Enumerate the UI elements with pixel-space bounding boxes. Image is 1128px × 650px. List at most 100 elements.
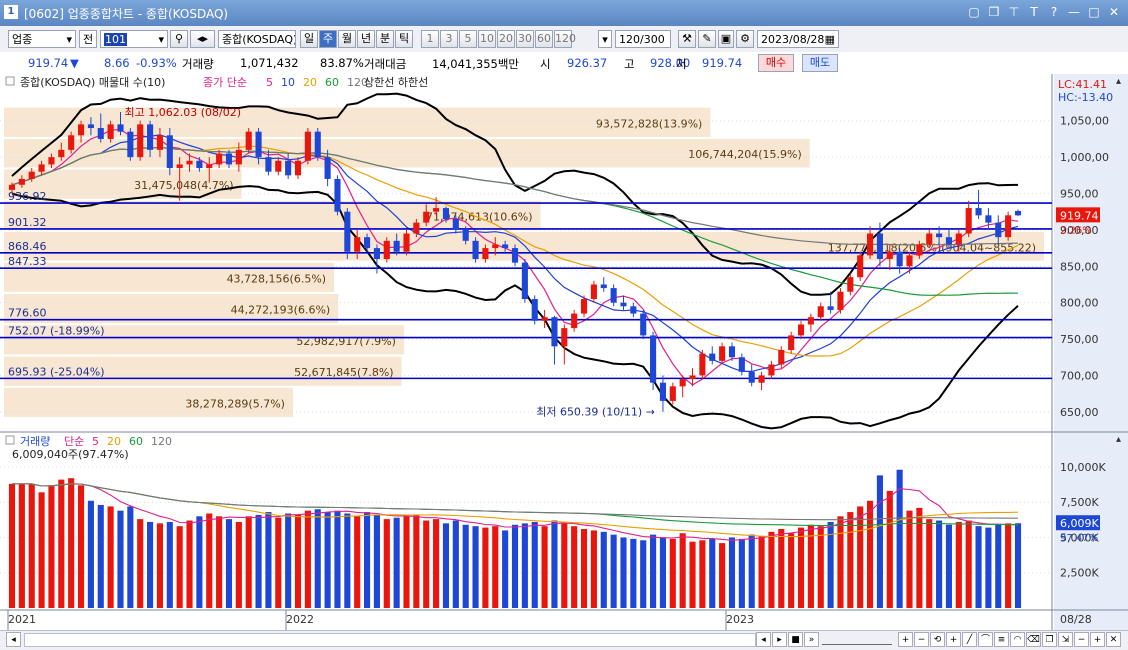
- minute-option-button[interactable]: 30: [516, 30, 534, 48]
- crosshair-icon[interactable]: +: [946, 632, 961, 647]
- line-tool-icon[interactable]: ╱: [962, 632, 977, 647]
- volume-bar: [344, 513, 351, 608]
- category-select[interactable]: 업종 ▾: [8, 30, 76, 48]
- volume-bar: [87, 500, 94, 608]
- pin-icon[interactable]: ⊤: [1008, 5, 1020, 19]
- close-icon[interactable]: ✕: [1108, 5, 1120, 19]
- minute-option-button[interactable]: 60: [535, 30, 553, 48]
- count-total: /300: [640, 33, 665, 46]
- volume-ma-line: [12, 483, 1019, 541]
- reset-view-icon[interactable]: ⟲: [930, 632, 945, 647]
- restore-icon[interactable]: ▢: [968, 5, 980, 19]
- copy-chart-icon[interactable]: ❐: [1042, 632, 1057, 647]
- volume-bar: [580, 529, 588, 608]
- fast-forward-icon[interactable]: »: [804, 632, 819, 647]
- level-label: 868.46: [8, 240, 47, 253]
- chart-scroll-bar[interactable]: ◂ ◂ ▸ ■ » + − ⟲ + ╱ ⌒ ≡ ◠ ⌫ ❐ ⇲ − + ✕: [0, 630, 1128, 650]
- price-change: 8.66: [104, 56, 130, 70]
- eraser-icon[interactable]: ⌫: [1026, 632, 1041, 647]
- volume-bar: [699, 540, 706, 608]
- period-button-1[interactable]: 주: [319, 30, 337, 48]
- prefix-field[interactable]: 전: [79, 30, 97, 48]
- volume-profile-label: 106,744,204(15.9%): [688, 148, 802, 161]
- copy-icon[interactable]: ❐: [988, 5, 1000, 19]
- candle-body: [324, 157, 331, 179]
- period-button-4[interactable]: 분: [376, 30, 394, 48]
- y-tick-label: 650,00: [1060, 406, 1099, 419]
- drawing-icon[interactable]: ✎: [698, 30, 716, 48]
- minute-option-button[interactable]: 3: [440, 30, 458, 48]
- close-panel-icon[interactable]: ✕: [1106, 632, 1121, 647]
- chart-area[interactable]: 93,572,828(13.9%) 106,744,204(15.9%) 31,47…: [0, 74, 1128, 630]
- calendar-icon[interactable]: ▦: [824, 33, 835, 46]
- minute-option-button[interactable]: 1: [421, 30, 439, 48]
- stop-icon[interactable]: ■: [788, 632, 803, 647]
- zoom-out-icon[interactable]: −: [914, 632, 929, 647]
- date-field[interactable]: 2023/08/28 ▦: [757, 30, 839, 48]
- candle-body: [748, 371, 755, 383]
- candle-body: [77, 124, 85, 136]
- volume-bar: [955, 521, 962, 608]
- export-icon[interactable]: ⇲: [1058, 632, 1073, 647]
- minimize-icon[interactable]: —: [1068, 5, 1080, 19]
- zoom-slider[interactable]: [822, 634, 892, 645]
- sell-button[interactable]: 매도: [802, 54, 838, 72]
- plus-icon[interactable]: +: [1090, 632, 1105, 647]
- candle-body: [472, 240, 479, 259]
- volume-bar: [265, 512, 272, 608]
- search-icon[interactable]: ⚲: [170, 30, 188, 48]
- volume-bar: [689, 541, 696, 608]
- buy-button[interactable]: 매수: [758, 54, 794, 72]
- volume-bar: [235, 521, 242, 608]
- lc-value: LC:41.41: [1058, 78, 1107, 91]
- candle-body: [38, 164, 45, 172]
- low-label: 저: [676, 57, 687, 71]
- period-button-0[interactable]: 일: [300, 30, 318, 48]
- candle-body: [541, 317, 548, 321]
- candle-body: [758, 375, 765, 383]
- candle-body: [847, 277, 854, 292]
- nav-arrows-icon[interactable]: ◂▸: [190, 30, 215, 48]
- minute-option-button[interactable]: 20: [497, 30, 515, 48]
- period-button-5[interactable]: 틱: [395, 30, 413, 48]
- scroll-first-icon[interactable]: ◂: [756, 632, 771, 647]
- volume-current: 6,009,040주(97.47%): [12, 448, 129, 461]
- volume-bar: [216, 516, 223, 608]
- minus-icon[interactable]: −: [1074, 632, 1089, 647]
- chart-svg[interactable]: 93,572,828(13.9%) 106,744,204(15.9%) 31,47…: [0, 74, 1128, 630]
- save-icon[interactable]: ▣: [718, 30, 734, 48]
- volume-bar: [433, 519, 440, 608]
- high-label: 고: [624, 57, 635, 71]
- period-button-3[interactable]: 년: [357, 30, 375, 48]
- chevron-down-icon[interactable]: ▾: [598, 30, 612, 48]
- scrollbar-track[interactable]: [24, 633, 756, 647]
- scroll-left-icon[interactable]: ◂: [6, 632, 21, 647]
- candle-body: [28, 171, 35, 179]
- candle-body: [492, 244, 499, 249]
- volume-bar: [206, 513, 213, 608]
- candle-body: [827, 306, 834, 310]
- gear-icon[interactable]: ⚙: [736, 30, 754, 48]
- tools-icon[interactable]: ⚒: [678, 30, 696, 48]
- arc-tool-icon[interactable]: ◠: [1010, 632, 1025, 647]
- help-icon[interactable]: ?: [1050, 5, 1058, 19]
- fib-tool-icon[interactable]: ≡: [994, 632, 1009, 647]
- font-icon[interactable]: T: [1030, 5, 1038, 19]
- maximize-icon[interactable]: □: [1088, 5, 1100, 19]
- candle-body: [452, 218, 459, 230]
- minute-option-button[interactable]: 5: [459, 30, 477, 48]
- play-icon[interactable]: ▸: [772, 632, 787, 647]
- zoom-in-icon[interactable]: +: [898, 632, 913, 647]
- trend-tool-icon[interactable]: ⌒: [978, 632, 993, 647]
- volume-bar: [117, 510, 124, 608]
- count-field[interactable]: 120/300: [615, 30, 671, 48]
- volume-bar: [492, 526, 499, 608]
- code-input[interactable]: 101 ▾: [100, 30, 168, 48]
- volume-bar: [728, 537, 736, 608]
- candle-body: [1005, 215, 1012, 238]
- candle-body: [18, 178, 25, 185]
- minute-option-button[interactable]: 10: [478, 30, 496, 48]
- current-price-tag: [1056, 207, 1100, 223]
- period-button-2[interactable]: 월: [338, 30, 356, 48]
- minute-option-button[interactable]: 120: [554, 30, 576, 48]
